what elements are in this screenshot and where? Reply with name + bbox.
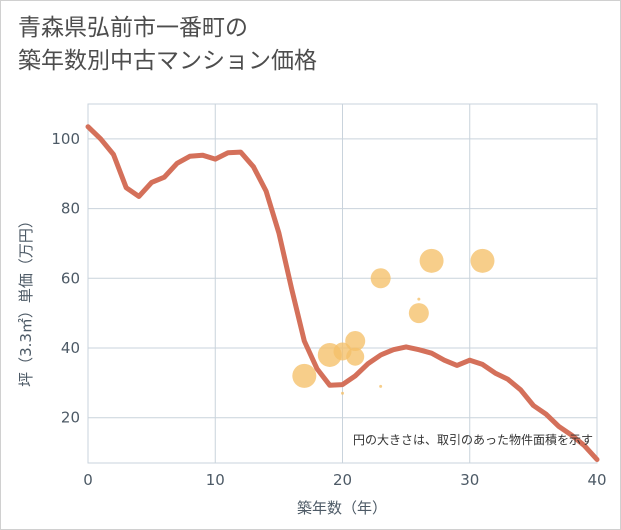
bubble-point bbox=[419, 248, 444, 273]
chart-title-line-1: 青森県弘前市一番町の bbox=[18, 15, 248, 41]
y-tick-label: 100 bbox=[51, 130, 80, 148]
trend-line-series bbox=[85, 124, 600, 462]
bubble-point bbox=[417, 297, 421, 301]
x-tick-label: 30 bbox=[460, 471, 479, 489]
y-tick-label: 60 bbox=[61, 269, 80, 287]
bubble-series bbox=[292, 248, 495, 395]
trend-line bbox=[85, 124, 600, 462]
bubble-point bbox=[370, 268, 391, 289]
chart-title: 青森県弘前市一番町の 築年数別中古マンション価格 bbox=[18, 12, 317, 78]
x-tick-label: 0 bbox=[83, 471, 93, 489]
axis-ticks: 0 10 20 30 40 20 40 60 80 100 bbox=[51, 130, 606, 489]
bubble-size-note: 円の大きさは、取引のあった物件面積を示す bbox=[353, 432, 593, 447]
chart-grid bbox=[87, 103, 598, 464]
x-tick-label: 20 bbox=[333, 471, 352, 489]
x-axis-label: 築年数（年） bbox=[297, 499, 387, 517]
y-axis-label: 坪（3.3㎡）単価（万円） bbox=[17, 213, 35, 387]
y-tick-label: 40 bbox=[61, 339, 80, 357]
bubble-point bbox=[379, 384, 383, 388]
bubble-point bbox=[346, 347, 365, 366]
bubble-point bbox=[408, 303, 429, 324]
x-tick-label: 40 bbox=[587, 471, 606, 489]
bubble-point bbox=[341, 391, 344, 395]
bubble-point bbox=[345, 331, 366, 352]
chart-title-line-2: 築年数別中古マンション価格 bbox=[18, 48, 317, 74]
bubble-point bbox=[292, 363, 317, 388]
x-tick-label: 10 bbox=[206, 471, 225, 489]
bubble-point bbox=[470, 248, 495, 273]
y-tick-label: 20 bbox=[61, 409, 80, 427]
y-tick-label: 80 bbox=[61, 200, 80, 218]
